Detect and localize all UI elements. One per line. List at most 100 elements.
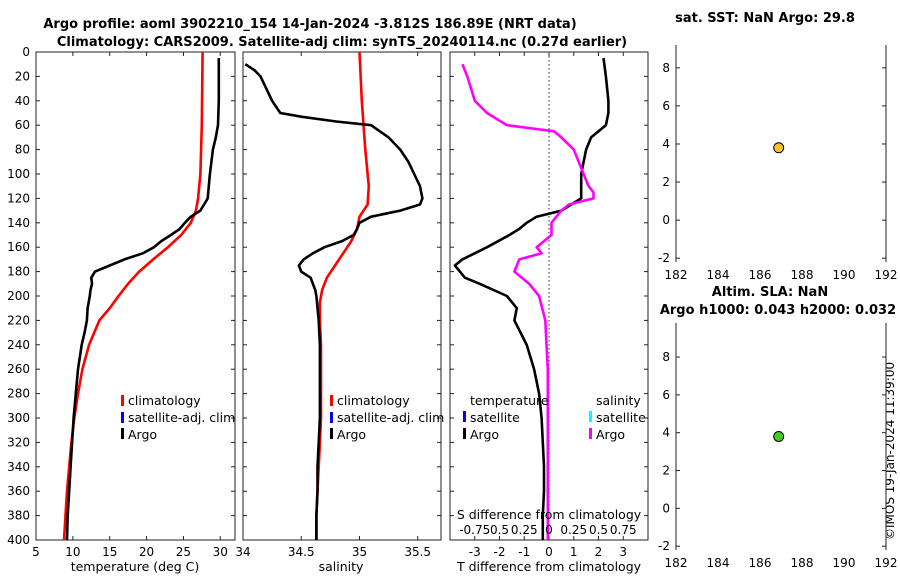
y-tick-label: 240: [7, 338, 30, 352]
y-tick-label: 8: [662, 61, 670, 75]
s-tick-label: 0.75: [610, 523, 637, 537]
legend-swatch-t-argo: [463, 428, 466, 439]
y-tick-label: 180: [7, 265, 30, 279]
data-point: [773, 142, 785, 154]
y-tick-label: 2: [662, 464, 670, 478]
x-tick-label: 34.5: [288, 545, 315, 559]
y-tick-label: 220: [7, 313, 30, 327]
y-tick-label: 380: [7, 509, 30, 523]
s-difference-label: S difference from climatology: [457, 507, 642, 522]
x-tick-label: 186: [749, 556, 772, 570]
series-line-argo: [65, 58, 221, 541]
sla-title-line2: Argo h1000: 0.043 h2000: 0.032: [660, 303, 896, 318]
x-tick-label: 190: [833, 268, 856, 282]
legend-label-satellite: satellite-adj. clim: [337, 410, 444, 425]
plot-frame: [35, 51, 236, 541]
x-tick-label: 2: [595, 545, 603, 559]
difference-legend: temperature salinity satellite Argo sate…: [463, 393, 646, 442]
y-tick-label: 6: [662, 99, 670, 113]
x-tick-label: 192: [875, 268, 898, 282]
sla-scatter-plot: -2 0 2 4 6 8 182 184 186 188 190 192: [658, 323, 897, 570]
legend-swatch-argo: [330, 428, 333, 439]
s-tick-label: 0.5: [589, 523, 608, 537]
salinity-x-label: salinity: [319, 559, 364, 574]
x-tick-label: -1: [518, 545, 530, 559]
y-tick-label: 60: [15, 118, 30, 132]
y-tick-label: 100: [7, 167, 30, 181]
legend-swatch-s-argo: [589, 428, 592, 439]
y-tick-label: 140: [7, 216, 30, 230]
salinity-profile-plot: 34 34.5 35 35.5: [235, 51, 442, 559]
y-tick-label: 2: [662, 175, 670, 189]
legend-label-t-satellite: satellite: [470, 410, 520, 425]
y-tick-label: 80: [15, 143, 30, 157]
y-tick-label: 4: [662, 137, 670, 151]
y-tick-label: 160: [7, 240, 30, 254]
y-tick-label: 320: [7, 435, 30, 449]
x-tick-label: 20: [139, 545, 154, 559]
y-tick-label: 260: [7, 362, 30, 376]
y-tick-label: 400: [7, 533, 30, 547]
x-tick-label: 15: [102, 545, 117, 559]
y-tick-label: 120: [7, 191, 30, 205]
y-tick-label: 20: [15, 69, 30, 83]
plot-frame: [242, 51, 442, 541]
s-tick-label: 0: [545, 523, 553, 537]
legend-swatch-climatology: [330, 395, 333, 406]
x-tick-label: 1: [570, 545, 578, 559]
legend-swatch-climatology: [121, 395, 124, 406]
y-tick-label: 4: [662, 426, 670, 440]
legend-label-climatology: climatology: [128, 393, 201, 408]
plot-area: [676, 45, 886, 262]
y-tick-label: 8: [662, 350, 670, 364]
x-tick-label: 186: [749, 268, 772, 282]
y-tick-label: 200: [7, 289, 30, 303]
s-tick-label: 0.5: [490, 523, 509, 537]
y-tick-label: 280: [7, 387, 30, 401]
y-tick-label: 360: [7, 484, 30, 498]
legend-swatch-s-satellite: [589, 411, 592, 422]
x-tick-label: 30: [213, 545, 228, 559]
series-line-t-argo: [453, 57, 610, 540]
y-tick-label: -2: [658, 251, 670, 265]
data-point: [773, 431, 785, 442]
x-tick-label: 188: [791, 268, 814, 282]
x-tick-label: -3: [469, 545, 481, 559]
y-tick-label: 300: [7, 411, 30, 425]
temperature-legend: climatology satellite-adj. clim Argo: [121, 393, 235, 442]
series-line-s-argo: [461, 63, 595, 540]
y-tick-label: 0: [662, 501, 670, 515]
x-tick-label: 3: [619, 545, 627, 559]
temperature-x-label: temperature (deg C): [71, 559, 200, 574]
x-tick-label: 0: [545, 545, 553, 559]
legend-title-salinity: salinity: [596, 393, 641, 408]
s-tick-label: -0.75: [459, 523, 490, 537]
legend-label-argo: Argo: [337, 427, 366, 442]
legend-swatch-t-satellite: [463, 411, 466, 422]
salinity-legend: climatology satellite-adj. clim Argo: [330, 393, 444, 442]
x-tick-label: 10: [65, 545, 80, 559]
x-tick-label: 184: [707, 268, 730, 282]
legend-label-s-satellite: satellite: [596, 410, 646, 425]
figure-title-line1: Argo profile: aoml 3902210_154 14-Jan-20…: [43, 17, 576, 32]
legend-title-temperature: temperature: [470, 393, 549, 408]
x-tick-label: 184: [707, 556, 730, 570]
y-tick-label: -2: [658, 539, 670, 553]
x-tick-label: 190: [833, 556, 856, 570]
legend-label-s-argo: Argo: [596, 427, 625, 442]
s-tick-label: 0.25: [560, 523, 587, 537]
difference-profile-plot: -3 -2 -1 0 1 2 3-0.75 0.5 0.25 0 0.25 0.5 0.75: [449, 51, 649, 559]
sst-scatter-plot: -2 0 2 4 6 8 182 184 186 188 190 192: [658, 45, 897, 282]
y-tick-label: 40: [15, 94, 30, 108]
x-tick-label: 35: [352, 545, 367, 559]
x-tick-label: 34: [235, 545, 250, 559]
x-tick-label: 182: [665, 556, 688, 570]
y-tick-label: 0: [662, 213, 670, 227]
sla-title-line1: Altim. SLA: NaN: [712, 285, 828, 300]
y-tick-label: 340: [7, 460, 30, 474]
legend-label-t-argo: Argo: [470, 427, 499, 442]
x-tick-label: 25: [176, 545, 191, 559]
s-tick-label: 0.25: [511, 523, 538, 537]
t-difference-x-label: T difference from climatology: [456, 559, 642, 574]
